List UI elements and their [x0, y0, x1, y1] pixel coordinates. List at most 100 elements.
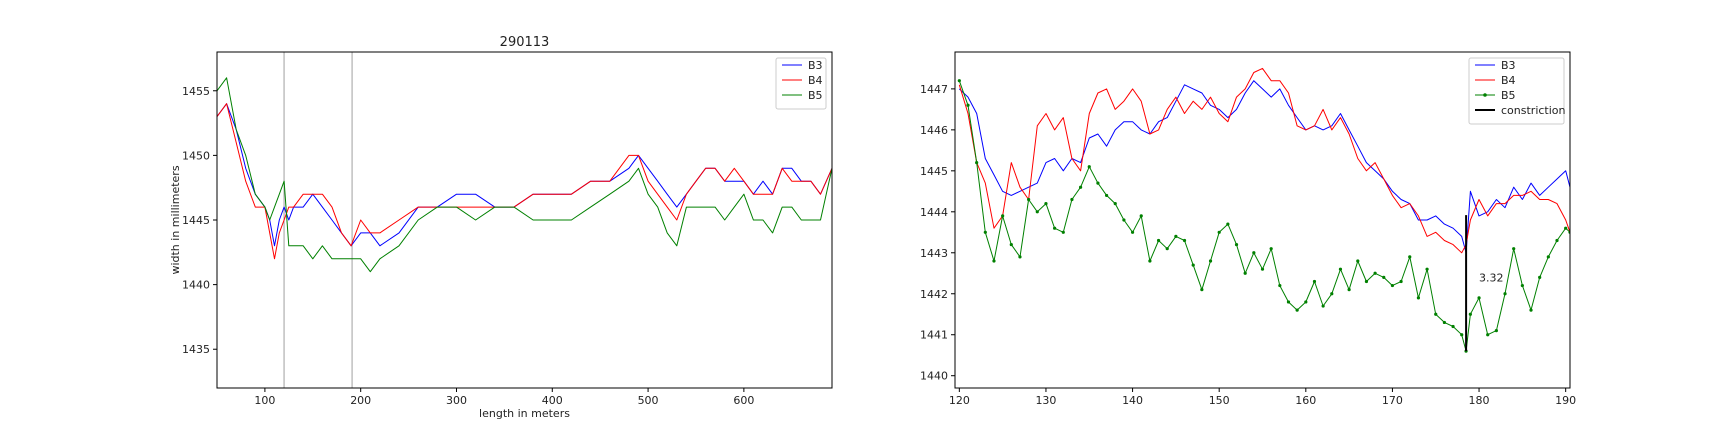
- b5-data-point: [1070, 197, 1074, 202]
- b5-data-point: [1182, 238, 1187, 243]
- b5-data-point: [1286, 300, 1291, 304]
- b5-data-point: [1260, 267, 1265, 271]
- b5-data-point: [1399, 279, 1403, 284]
- b5-data-point: [983, 230, 987, 234]
- b5-data-point: [1226, 222, 1230, 226]
- left-series-line-b3: [217, 103, 832, 247]
- right-legend-label-constriction: constriction: [1501, 104, 1566, 117]
- b5-data-point: [1347, 288, 1351, 292]
- left-chart: 100 200 300 400 500 600 14351440144514501455 …: [169, 35, 833, 420]
- left-legend-label-b3: B3: [808, 59, 823, 72]
- left-x-tick-label: 100: [254, 394, 275, 407]
- b5-data-point: [1027, 197, 1031, 202]
- b5-data-point: [1096, 181, 1100, 185]
- b5-data-point: [1373, 271, 1377, 275]
- right-y-tick-label: 1443: [920, 247, 948, 260]
- right-x-tick-label: 120: [949, 394, 970, 407]
- left-y-tick-label: 1450: [182, 149, 210, 162]
- b5-data-point: [1477, 296, 1481, 300]
- b5-data-point: [1200, 288, 1204, 292]
- right-x-tick-label: 160: [1295, 394, 1316, 407]
- right-y-tick-label: 1442: [920, 288, 948, 301]
- b5-data-point: [1330, 292, 1334, 296]
- left-y-tick-label: 1435: [182, 343, 210, 356]
- b5-data-point: [1434, 312, 1438, 316]
- b5-data-point: [1087, 165, 1091, 169]
- right-legend-box: [1468, 57, 1565, 125]
- b5-data-point: [1460, 333, 1464, 337]
- right-y-tick-label: 1445: [920, 165, 948, 178]
- b5-data-point: [1529, 308, 1533, 312]
- b5-data-point: [1416, 296, 1421, 300]
- right-y-tick-label: 1444: [920, 206, 948, 219]
- b5-data-point: [1165, 247, 1169, 251]
- b5-data-point: [1009, 242, 1013, 247]
- b5-data-point: [1156, 238, 1161, 243]
- right-x-tick-label: 140: [1122, 394, 1143, 407]
- left-legend-box: [775, 57, 827, 110]
- b5-data-point: [1538, 275, 1542, 279]
- b5-data-point: [1494, 329, 1498, 333]
- left-plot-frame: [216, 51, 833, 389]
- b5-data-point: [1356, 259, 1360, 263]
- b5-data-point: [1408, 255, 1412, 259]
- b5-data-point: [1451, 324, 1455, 329]
- left-y-axis-label: width in millimeters: [169, 165, 182, 274]
- right-legend-label-b4: B4: [1501, 74, 1516, 87]
- b5-data-point: [1512, 247, 1516, 251]
- b5-data-point: [1044, 202, 1048, 206]
- left-x-tick-label: 200: [350, 394, 371, 407]
- right-x-tick-label: 150: [1209, 394, 1230, 407]
- left-legend: B3 B4 B5: [775, 57, 827, 110]
- right-x-tick-label: 190: [1555, 394, 1576, 407]
- b5-data-point: [1113, 202, 1117, 206]
- b5-data-point: [1191, 263, 1195, 267]
- b5-data-point: [1001, 214, 1005, 218]
- b5-data-point: [1555, 238, 1559, 243]
- b5-data-point: [1390, 283, 1395, 288]
- b5-data-point: [1364, 279, 1369, 284]
- b5-data-point: [1018, 255, 1022, 259]
- b5-data-point: [1078, 185, 1083, 189]
- b5-data-point: [1148, 259, 1152, 263]
- b5-data-point: [1243, 271, 1247, 275]
- left-y-tick-label: 1440: [182, 279, 210, 292]
- right-y-tick-label: 1441: [920, 329, 948, 342]
- b5-data-point: [1564, 226, 1568, 230]
- b5-data-point: [957, 79, 961, 83]
- b5-data-point: [1278, 283, 1282, 288]
- left-x-tick-label: 500: [638, 394, 659, 407]
- b5-data-point: [1503, 292, 1507, 296]
- b5-data-point: [992, 259, 996, 263]
- b5-data-point: [975, 161, 979, 165]
- left-series-line-b5: [217, 77, 832, 273]
- b5-data-point: [1486, 333, 1490, 337]
- right-y-tick-label: 1447: [920, 83, 948, 96]
- left-legend-label-b5: B5: [808, 89, 823, 102]
- left-x-tick-label: 600: [733, 394, 754, 407]
- right-y-tick-label: 1446: [920, 124, 948, 137]
- b5-data-point: [1208, 259, 1213, 263]
- b5-data-point: [1053, 226, 1057, 230]
- b5-data-point: [1130, 230, 1135, 234]
- b5-data-point: [966, 103, 970, 107]
- left-legend-label-b4: B4: [808, 74, 823, 87]
- constriction-annotation: 3.32: [1479, 271, 1504, 284]
- b5-data-point: [1061, 230, 1065, 234]
- left-chart-title: 290113: [500, 35, 550, 50]
- b5-data-point: [1321, 304, 1325, 308]
- b5-data-point: [1382, 275, 1386, 279]
- right-x-tick-label: 180: [1469, 394, 1490, 407]
- b5-data-point: [1269, 247, 1273, 251]
- left-y-tick-label: 1455: [182, 85, 210, 98]
- b5-data-point: [1174, 234, 1178, 238]
- left-x-tick-label: 300: [446, 394, 467, 407]
- left-y-tick-label: 1445: [182, 214, 210, 227]
- right-x-tick-label: 170: [1382, 394, 1403, 407]
- legend-b5-marker: [1483, 93, 1487, 97]
- b5-data-point: [1295, 308, 1299, 312]
- b5-data-point: [1468, 312, 1472, 316]
- b5-data-point: [1104, 193, 1109, 198]
- right-series-line-b3: [958, 80, 1570, 254]
